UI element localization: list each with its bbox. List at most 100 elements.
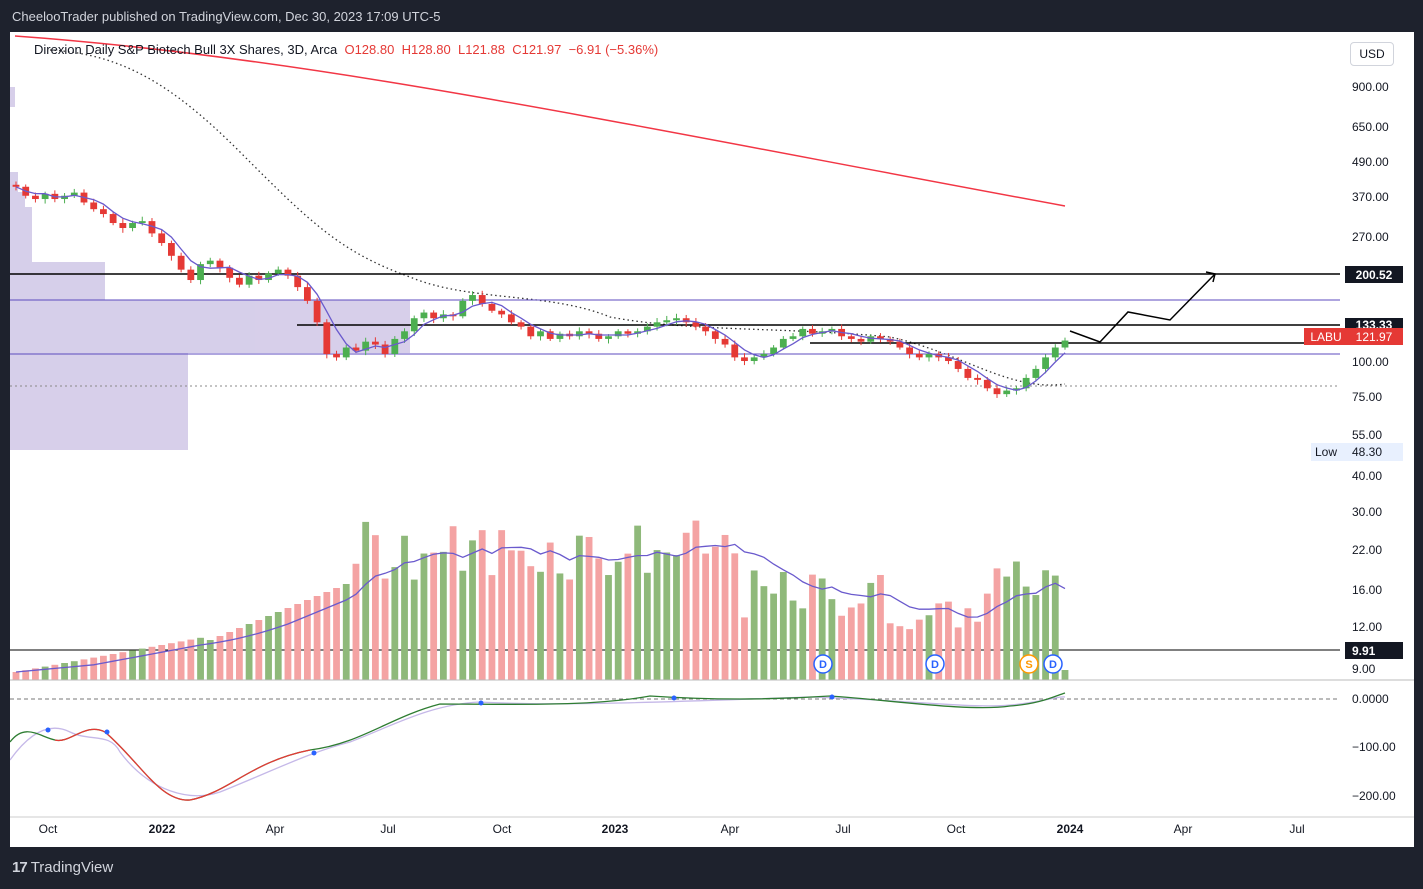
badge-dividend-3-label: D xyxy=(1049,659,1057,671)
volume-bar xyxy=(925,615,933,680)
tradingview-brand: TradingView xyxy=(30,859,114,876)
candle-body xyxy=(711,331,719,339)
low-value-legend: L121.88 xyxy=(457,42,505,57)
volume-bar xyxy=(682,532,690,680)
low-label: Low xyxy=(1315,445,1337,459)
bottom-bar: 17 TradingView xyxy=(0,847,1423,889)
volume-bar xyxy=(643,572,651,680)
time-axis[interactable]: Oct 2022 Apr Jul Oct 2023 Apr Jul Oct 2024 Apr Jul xyxy=(39,822,1305,836)
volume-bar xyxy=(381,578,389,680)
candle-body xyxy=(90,202,98,210)
candle-body xyxy=(371,341,379,345)
candle-body xyxy=(294,275,302,288)
candle-body xyxy=(925,353,933,358)
volume-bar xyxy=(779,572,787,680)
candle-body xyxy=(70,192,78,196)
candle-body xyxy=(41,193,49,200)
time-tick: Apr xyxy=(266,822,285,836)
ticker-label-box xyxy=(1304,328,1349,345)
volume-bar xyxy=(90,657,98,680)
oscillator-tick: 0.0000 xyxy=(1352,692,1389,706)
candle-body xyxy=(906,347,913,354)
candle-body xyxy=(517,322,525,327)
candle-body xyxy=(945,357,952,362)
volume-bar xyxy=(935,603,943,680)
volume-bar xyxy=(896,626,904,680)
volume-bar xyxy=(371,535,379,680)
candle-body xyxy=(702,326,710,332)
currency-button[interactable]: USD xyxy=(1350,42,1394,66)
candle-body xyxy=(362,341,370,351)
volume-bar xyxy=(537,571,544,680)
badge-dividend-3 xyxy=(1043,654,1063,674)
vol-level-label: 9.91 xyxy=(1352,644,1376,658)
volume-bar xyxy=(731,553,739,680)
candle-body xyxy=(537,331,544,337)
candle-body xyxy=(692,322,700,327)
candle-body xyxy=(731,344,739,358)
candle-body xyxy=(663,320,671,323)
volume-bar xyxy=(401,535,408,680)
candle-body xyxy=(1061,340,1069,348)
candle-body xyxy=(507,314,515,323)
volume-bar xyxy=(983,593,991,680)
price-axis[interactable]: 900.00 650.00 490.00 370.00 270.00 100.00 75.0… xyxy=(1352,80,1396,803)
volume-bar xyxy=(459,570,467,680)
candle-body xyxy=(342,347,350,358)
volume-bar xyxy=(857,603,865,680)
projection-path[interactable] xyxy=(1069,273,1216,343)
candle-body xyxy=(109,214,117,224)
candle-body xyxy=(770,347,778,354)
candle-body xyxy=(226,267,234,278)
chart-area[interactable]: D D S D 900.00 650.00 490.00 370.00 270.00 10… xyxy=(9,32,1414,847)
volume-bar xyxy=(391,567,399,680)
candle-body xyxy=(478,295,486,305)
candle-body xyxy=(653,322,661,327)
volume-bar xyxy=(362,521,370,680)
volume-bar xyxy=(673,555,680,680)
candle-body xyxy=(857,338,865,342)
volume-bar xyxy=(255,620,263,680)
candle-body xyxy=(643,326,651,332)
candle-body xyxy=(333,353,340,358)
tradingview-logo[interactable]: 17 TradingView xyxy=(12,859,113,876)
candle-body xyxy=(100,209,107,215)
tradingview-logo-icon: 17 xyxy=(12,859,28,876)
candle-body xyxy=(809,328,816,334)
event-badges[interactable]: D D S D xyxy=(813,654,1063,674)
volume-bar xyxy=(993,568,1001,680)
candle-body xyxy=(896,341,904,348)
volume-bar xyxy=(323,592,331,680)
volume-bar xyxy=(439,551,447,680)
volume-bar xyxy=(877,574,884,680)
candle-body xyxy=(741,357,748,362)
volume-bar xyxy=(274,612,282,680)
volume-bar xyxy=(974,621,981,680)
time-tick: Apr xyxy=(721,822,740,836)
candle-body xyxy=(138,221,146,224)
volume-bar xyxy=(1042,570,1049,680)
volume-bar xyxy=(420,553,428,680)
top-bar: CheelooTrader published on TradingView.c… xyxy=(0,0,1423,32)
vol-level-box xyxy=(1345,642,1403,659)
volume-bar xyxy=(585,536,593,680)
volume-bar xyxy=(488,575,496,680)
candle-body xyxy=(750,357,758,362)
volume-bar xyxy=(158,645,166,680)
time-tick: Oct xyxy=(39,822,58,836)
candle-body xyxy=(721,338,729,345)
time-tick: Oct xyxy=(493,822,512,836)
volume-bar xyxy=(614,561,622,680)
candle-body xyxy=(488,304,496,311)
candle-body xyxy=(1003,390,1011,395)
candle-body xyxy=(12,184,20,187)
candle-body xyxy=(624,331,632,334)
last-price-label: 121.97 xyxy=(1356,330,1393,344)
candle-body xyxy=(605,336,612,339)
volume-bar xyxy=(265,616,272,680)
volume-bar xyxy=(566,579,574,680)
change-value: −6.91 (−5.36%) xyxy=(568,42,659,57)
volume-bar xyxy=(546,542,554,680)
volume-bar xyxy=(828,599,836,680)
candle-body xyxy=(313,300,321,323)
